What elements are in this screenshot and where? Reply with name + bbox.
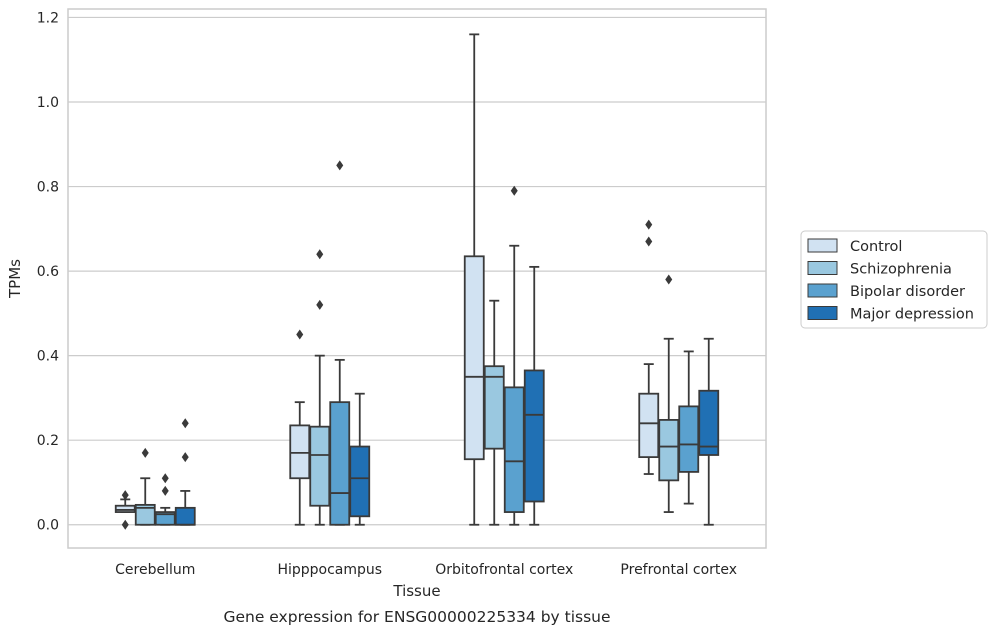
box-major-depression [523,265,545,526]
legend-swatch [807,306,838,320]
y-tick-label: 0.0 [37,518,59,534]
x-axis-label: Tissue [392,582,440,600]
legend-swatch [807,261,838,275]
outlier-point [296,329,304,340]
box-major-depression [174,418,196,526]
legend-swatch [807,238,838,253]
box-iqr [678,405,700,473]
legend-label: Schizophrenia [850,262,952,278]
outlier-point [121,490,129,501]
y-tick-label: 0.6 [37,264,59,280]
box-bipolar-disorder [329,160,351,526]
box-iqr [174,506,196,526]
box-iqr [638,392,660,459]
box-bipolar-disorder [503,185,525,526]
y-tick-label: 0.8 [37,180,59,196]
legend-frame [800,230,988,329]
box-iqr [114,504,136,513]
x-tick-label: Orbitofrontal cortex [435,562,573,578]
box-iqr [154,511,176,526]
y-tick-label: 0.2 [37,433,59,449]
y-tick-label: 0.4 [37,349,59,365]
box-bipolar-disorder [154,473,176,526]
box-major-depression [349,392,371,526]
outlier-point [665,274,673,285]
legend: Control Schizophrenia Bipolar disorder Majo… [800,230,988,329]
box-iqr [463,255,485,461]
legend-label: Bipolar disorder [850,284,965,300]
outlier-point [336,160,344,171]
figure-caption: Gene expression for ENSG00000225334 by t… [223,608,610,626]
box-iqr [329,401,351,526]
x-tick-label: Cerebellum [115,562,195,578]
box-control [463,33,485,526]
box-groups [114,33,720,530]
outlier-point [181,452,189,463]
box-bipolar-disorder [678,350,700,505]
outlier-point [645,219,653,230]
box-iqr [523,369,545,503]
legend-swatch [807,283,838,298]
y-tick-labels: 0.0 0.2 0.4 0.6 0.8 1.0 1.2 [37,10,59,533]
box-iqr [289,424,311,480]
y-axis-label: TPMs [6,259,24,299]
outlier-point [161,485,169,496]
outlier-point [316,249,324,260]
box-schizophrenia [134,447,156,526]
box-control [114,490,136,530]
outlier-point [121,519,129,530]
y-tick-label: 1.0 [37,95,59,111]
box-iqr [483,365,505,450]
box-iqr [503,386,525,513]
plot-frame [67,8,767,549]
x-tick-label: Hipppocampus [277,562,382,578]
box-iqr [309,425,331,507]
y-tick-label: 1.2 [37,10,59,26]
x-tick-labels: Cerebellum Hipppocampus Orbitofrontal cort… [115,562,737,578]
box-iqr [698,389,720,456]
box-major-depression [698,337,720,526]
box-schizophrenia [483,299,505,526]
box-iqr [134,503,156,526]
box-iqr [349,445,371,518]
legend-label: Control [850,239,902,255]
outlier-point [645,236,653,247]
box-control [289,329,311,526]
x-tick-label: Prefrontal cortex [620,562,737,578]
box-control [638,219,660,475]
outlier-point [181,418,189,429]
outlier-point [141,447,149,458]
outlier-point [510,185,518,196]
box-schizophrenia [309,249,331,526]
outlier-point [161,473,169,484]
box-iqr [658,419,680,482]
outlier-point [316,299,324,310]
legend-label: Major depression [850,307,974,323]
grid-lines [68,16,766,526]
box-schizophrenia [658,274,680,513]
